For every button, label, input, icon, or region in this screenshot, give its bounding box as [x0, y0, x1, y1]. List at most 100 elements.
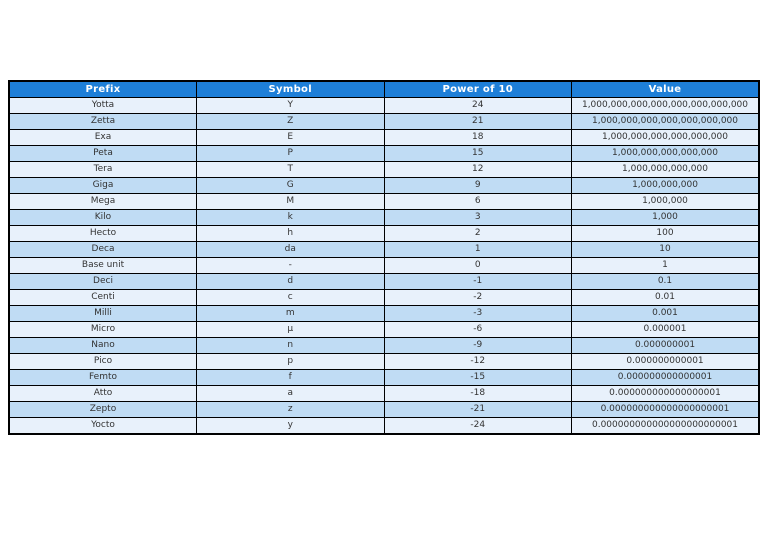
cell-symbol: p — [196, 353, 385, 370]
cell-symbol: da — [196, 241, 385, 258]
table-row: Milli m -3 0.001 — [8, 305, 760, 322]
table-row: Exa E 18 1,000,000,000,000,000,000 — [8, 129, 760, 146]
cell-power-of-10: -9 — [383, 337, 572, 354]
cell-prefix: Milli — [8, 305, 197, 322]
cell-prefix: Zepto — [8, 401, 197, 418]
cell-prefix: Nano — [8, 337, 197, 354]
cell-power-of-10: -1 — [383, 273, 572, 290]
cell-value: 0.000000001 — [571, 337, 760, 354]
cell-value: 1,000,000,000,000,000,000 — [571, 129, 760, 146]
cell-prefix: Zetta — [8, 113, 197, 130]
column-header-symbol: Symbol — [196, 80, 385, 98]
cell-power-of-10: -15 — [383, 369, 572, 386]
cell-symbol: y — [196, 417, 385, 435]
table-row: Centi c -2 0.01 — [8, 289, 760, 306]
table-row: Mega M 6 1,000,000 — [8, 193, 760, 210]
table-row: Zepto z -21 0.000000000000000000001 — [8, 401, 760, 418]
cell-symbol: T — [196, 161, 385, 178]
cell-prefix: Deci — [8, 273, 197, 290]
cell-prefix: Deca — [8, 241, 197, 258]
cell-value: 1,000,000 — [571, 193, 760, 210]
table-row: Micro µ -6 0.000001 — [8, 321, 760, 338]
cell-power-of-10: 6 — [383, 193, 572, 210]
table-row: Atto a -18 0.000000000000000001 — [8, 385, 760, 402]
table-body: Yotta Y 24 1,000,000,000,000,000,000,000,00… — [8, 97, 760, 435]
cell-value: 0.000001 — [571, 321, 760, 338]
column-header-value: Value — [571, 80, 760, 98]
cell-power-of-10: 12 — [383, 161, 572, 178]
cell-symbol: c — [196, 289, 385, 306]
cell-power-of-10: 24 — [383, 97, 572, 114]
cell-prefix: Exa — [8, 129, 197, 146]
cell-value: 0.000000000000001 — [571, 369, 760, 386]
cell-symbol: z — [196, 401, 385, 418]
cell-value: 10 — [571, 241, 760, 258]
cell-symbol: µ — [196, 321, 385, 338]
cell-symbol: k — [196, 209, 385, 226]
cell-prefix: Giga — [8, 177, 197, 194]
cell-symbol: G — [196, 177, 385, 194]
cell-prefix: Atto — [8, 385, 197, 402]
cell-power-of-10: 9 — [383, 177, 572, 194]
cell-prefix: Yotta — [8, 97, 197, 114]
table-row: Yotta Y 24 1,000,000,000,000,000,000,000,00… — [8, 97, 760, 114]
cell-power-of-10: -3 — [383, 305, 572, 322]
table-row: Zetta Z 21 1,000,000,000,000,000,000,000 — [8, 113, 760, 130]
table-header-row: Prefix Symbol Power of 10 Value — [8, 80, 760, 98]
column-header-prefix: Prefix — [8, 80, 197, 98]
table-row: Femto f -15 0.000000000000001 — [8, 369, 760, 386]
cell-prefix: Base unit — [8, 257, 197, 274]
table-row: Base unit -0 1 — [8, 257, 760, 274]
si-prefix-table: Prefix Symbol Power of 10 Value Yotta Y 24… — [8, 80, 760, 435]
cell-power-of-10: -2 — [383, 289, 572, 306]
cell-value: 1,000,000,000,000,000,000,000,000 — [571, 97, 760, 114]
cell-prefix: Hecto — [8, 225, 197, 242]
cell-symbol: - — [196, 257, 385, 274]
cell-symbol: a — [196, 385, 385, 402]
cell-prefix: Mega — [8, 193, 197, 210]
cell-symbol: E — [196, 129, 385, 146]
cell-prefix: Tera — [8, 161, 197, 178]
cell-symbol: n — [196, 337, 385, 354]
cell-value: 0.000000000000000000000001 — [571, 417, 760, 435]
cell-power-of-10: 2 — [383, 225, 572, 242]
table-row: Deci d -1 0.1 — [8, 273, 760, 290]
table-row: Deca da 1 10 — [8, 241, 760, 258]
table-row: Peta P 15 1,000,000,000,000,000 — [8, 145, 760, 162]
cell-power-of-10: -6 — [383, 321, 572, 338]
cell-power-of-10: -24 — [383, 417, 572, 435]
cell-symbol: Y — [196, 97, 385, 114]
cell-power-of-10: -21 — [383, 401, 572, 418]
table-row: Pico p -12 0.000000000001 — [8, 353, 760, 370]
cell-value: 0.000000000001 — [571, 353, 760, 370]
cell-power-of-10: 0 — [383, 257, 572, 274]
table-row: Nano n -9 0.000000001 — [8, 337, 760, 354]
cell-value: 0.000000000000000001 — [571, 385, 760, 402]
cell-symbol: P — [196, 145, 385, 162]
table-row: Kilo k 3 1,000 — [8, 209, 760, 226]
cell-power-of-10: -18 — [383, 385, 572, 402]
cell-symbol: Z — [196, 113, 385, 130]
cell-prefix: Centi — [8, 289, 197, 306]
cell-value: 0.000000000000000000001 — [571, 401, 760, 418]
cell-value: 1,000,000,000,000 — [571, 161, 760, 178]
cell-power-of-10: 1 — [383, 241, 572, 258]
cell-prefix: Yocto — [8, 417, 197, 435]
cell-symbol: h — [196, 225, 385, 242]
cell-value: 0.1 — [571, 273, 760, 290]
cell-value: 0.01 — [571, 289, 760, 306]
cell-value: 1,000 — [571, 209, 760, 226]
cell-power-of-10: 3 — [383, 209, 572, 226]
cell-prefix: Micro — [8, 321, 197, 338]
table-row: Giga G 9 1,000,000,000 — [8, 177, 760, 194]
cell-value: 0.001 — [571, 305, 760, 322]
cell-prefix: Kilo — [8, 209, 197, 226]
cell-power-of-10: -12 — [383, 353, 572, 370]
cell-symbol: M — [196, 193, 385, 210]
cell-symbol: f — [196, 369, 385, 386]
cell-power-of-10: 18 — [383, 129, 572, 146]
cell-value: 100 — [571, 225, 760, 242]
cell-value: 1,000,000,000 — [571, 177, 760, 194]
cell-value: 1,000,000,000,000,000,000,000 — [571, 113, 760, 130]
